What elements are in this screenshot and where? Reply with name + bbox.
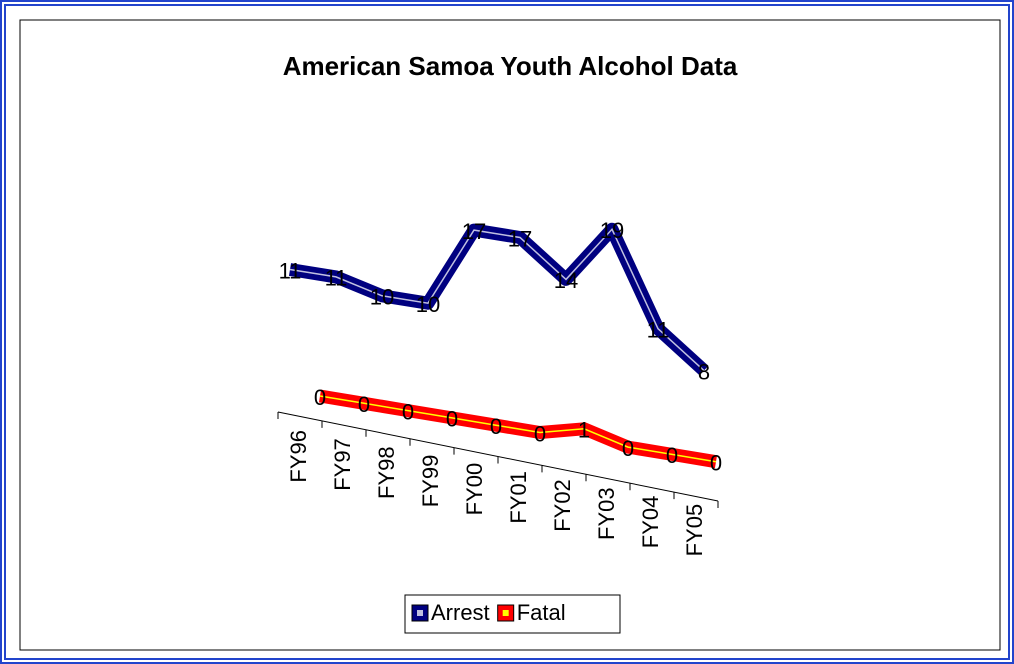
data-label: 0	[446, 407, 458, 432]
data-label: 11	[647, 318, 670, 343]
data-label: 0	[490, 414, 502, 439]
data-label: 10	[370, 285, 394, 310]
data-label: 0	[358, 392, 370, 417]
inner-frame	[4, 4, 1010, 660]
chart-area	[19, 19, 1001, 651]
legend-swatch-center	[502, 610, 509, 616]
data-label: 11	[279, 258, 302, 283]
data-label: 1	[578, 418, 590, 443]
data-label: 0	[314, 385, 326, 410]
data-label: 11	[325, 266, 348, 291]
x-tick-label: FY03	[594, 487, 619, 540]
series-highlight	[289, 227, 705, 372]
x-tick-label: FY05	[682, 504, 707, 557]
x-tick-label: FY00	[462, 463, 487, 516]
x-tick-label: FY99	[418, 455, 443, 508]
data-label: 10	[416, 292, 440, 317]
data-label: 17	[508, 226, 532, 251]
data-label: 8	[698, 359, 710, 384]
data-label: 0	[534, 421, 546, 446]
x-tick-label: FY96	[286, 430, 311, 483]
x-tick-label: FY01	[506, 471, 531, 524]
x-tick-label: FY97	[330, 438, 355, 491]
data-label: 0	[710, 451, 722, 476]
x-tick-label: FY04	[638, 496, 663, 549]
legend-label: Fatal	[517, 600, 566, 625]
chart-title: American Samoa Youth Alcohol Data	[283, 51, 738, 81]
x-tick-label: FY98	[374, 446, 399, 499]
legend-label: Arrest	[431, 600, 490, 625]
data-label: 14	[554, 268, 578, 293]
data-label: 0	[402, 399, 414, 424]
data-label: 19	[600, 218, 624, 243]
data-label: 17	[462, 219, 486, 244]
series-highlight	[319, 395, 717, 463]
data-label: 0	[666, 443, 678, 468]
x-tick-label: FY02	[550, 479, 575, 532]
legend-swatch-center	[417, 610, 423, 616]
data-label: 0	[622, 436, 634, 461]
